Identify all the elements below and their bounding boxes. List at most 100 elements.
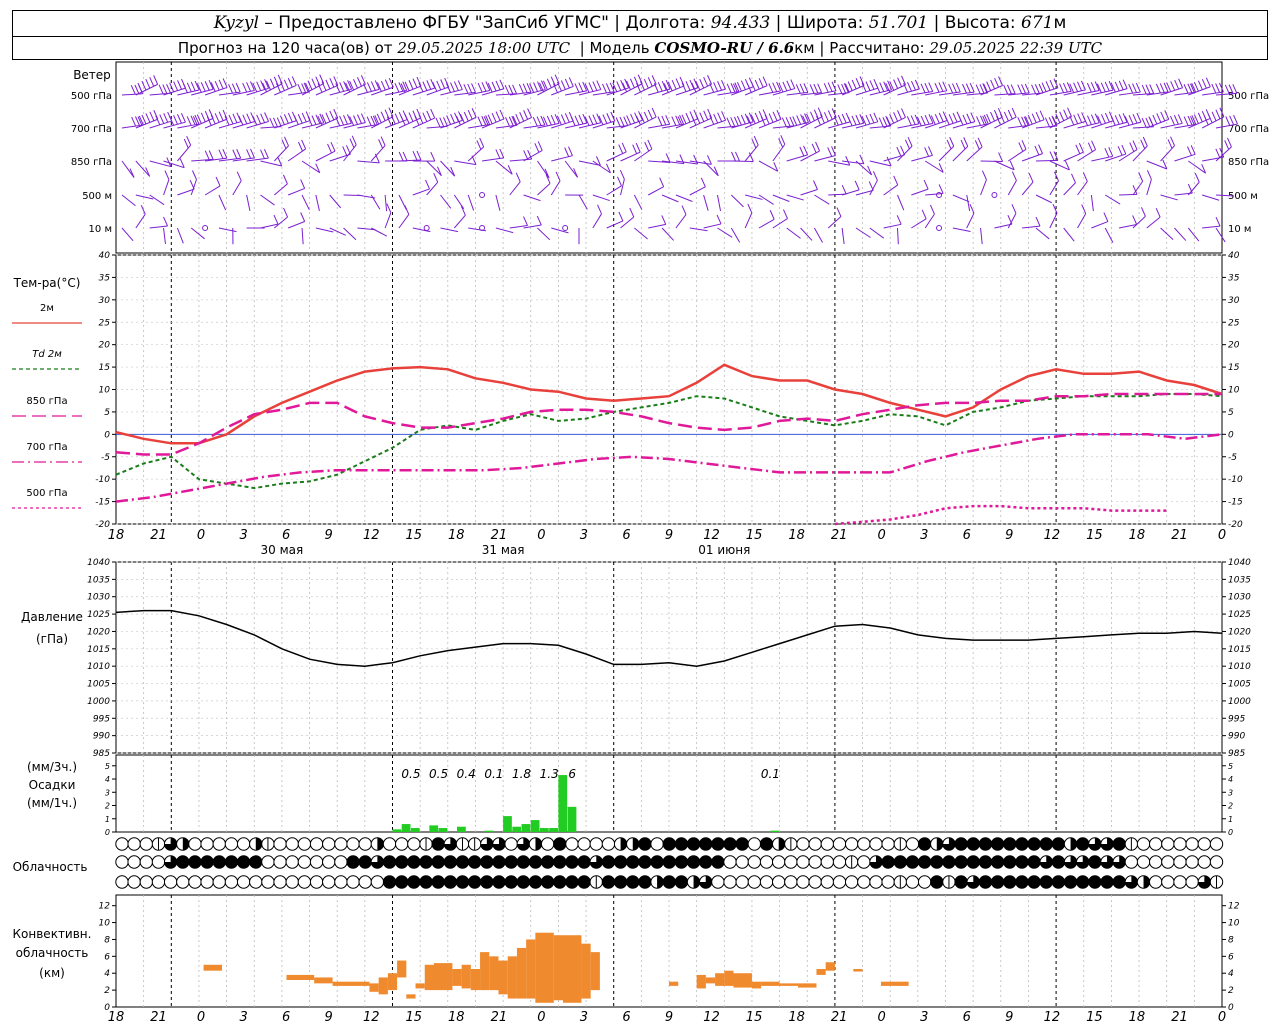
wind-barb-feather bbox=[446, 115, 452, 125]
wind-barb-feather bbox=[527, 149, 533, 160]
cloud-symbol bbox=[200, 855, 214, 869]
pressure-tick-label-left: 995 bbox=[93, 714, 110, 724]
conv-tick-label-right: 6 bbox=[1228, 952, 1234, 962]
wind-barb-feather bbox=[1117, 146, 1123, 156]
wind-barb-feather bbox=[1163, 82, 1169, 93]
wind-barb bbox=[177, 188, 195, 196]
temp-hour-label: 18 bbox=[1129, 528, 1146, 543]
wind-barb bbox=[841, 189, 860, 196]
wind-barb bbox=[966, 146, 983, 162]
wind-barb bbox=[370, 145, 386, 162]
cloud-symbol bbox=[127, 837, 141, 851]
wind-barb bbox=[1077, 181, 1088, 196]
wind-barb-feather bbox=[653, 83, 659, 93]
wind-barb bbox=[468, 124, 490, 129]
wind-barb-feather bbox=[446, 83, 451, 93]
wind-barb-feather bbox=[131, 116, 137, 127]
wind-barb-feather bbox=[896, 215, 902, 225]
wind-barb bbox=[896, 227, 899, 245]
wind-barb bbox=[218, 121, 241, 129]
wind-barb-feather bbox=[1078, 142, 1084, 153]
cloud-symbol bbox=[978, 855, 993, 869]
wind-barb-feather bbox=[811, 143, 817, 154]
wind-barb-feather bbox=[924, 114, 930, 125]
wind-barb bbox=[1146, 216, 1161, 229]
wind-barb bbox=[980, 85, 1003, 96]
wind-barb bbox=[689, 160, 712, 165]
wind-barb-feather bbox=[283, 114, 289, 124]
wind-barb-feather bbox=[564, 147, 570, 157]
precip-title: Осадки bbox=[29, 778, 76, 792]
wind-barb-feather bbox=[1053, 78, 1059, 88]
conv-cloud-bar bbox=[526, 939, 536, 999]
wind-barb bbox=[814, 154, 836, 162]
wind-barb-feather bbox=[343, 81, 349, 91]
wind-barb-feather bbox=[889, 81, 895, 91]
wind-barb-feather bbox=[643, 78, 649, 89]
temp-hour-label: 0 bbox=[537, 528, 545, 543]
wind-barb-feather bbox=[460, 205, 466, 216]
cloud-symbol-fill bbox=[1125, 875, 1138, 889]
wind-barb-feather bbox=[404, 205, 410, 215]
wind-barb-feather bbox=[467, 83, 473, 94]
wind-barb-feather bbox=[707, 108, 713, 119]
wind-barb-feather bbox=[1059, 83, 1065, 93]
cloud-symbol-fill bbox=[1070, 837, 1077, 851]
wind-barb bbox=[1063, 227, 1075, 242]
wind-barb-feather bbox=[1194, 172, 1200, 183]
cloud-symbol bbox=[796, 855, 810, 869]
wind-barb-feather bbox=[483, 116, 489, 126]
wind-barb-feather bbox=[422, 112, 428, 122]
wind-barb bbox=[163, 87, 186, 96]
wind-barb-feather bbox=[969, 203, 975, 214]
wind-barb-feather bbox=[218, 111, 224, 121]
wind-barb-feather bbox=[1129, 142, 1135, 152]
wind-barb-feather bbox=[1132, 113, 1138, 124]
wind-barb-feather bbox=[620, 80, 626, 90]
wind-barb-feather bbox=[166, 157, 172, 167]
wind-barb-feather bbox=[582, 113, 588, 124]
temp-legend-label: 500 гПа bbox=[26, 488, 67, 499]
wind-barb-feather bbox=[1073, 82, 1079, 92]
wind-barb bbox=[385, 90, 407, 96]
wind-barb-feather bbox=[232, 113, 238, 124]
wind-barb-feather bbox=[1069, 83, 1075, 93]
wind-barb-feather bbox=[182, 83, 188, 93]
wind-barb bbox=[786, 121, 809, 129]
wind-barb-feather bbox=[602, 114, 608, 124]
wind-barb-feather bbox=[1028, 172, 1034, 183]
wind-barb bbox=[440, 160, 456, 177]
cloud-symbol bbox=[504, 837, 518, 851]
pressure-tick-label-left: 1020 bbox=[87, 627, 110, 637]
conv-title-3: (км) bbox=[39, 966, 65, 980]
wind-barb-feather bbox=[632, 144, 638, 154]
wind-barb-feather bbox=[404, 114, 410, 124]
wind-barb bbox=[592, 160, 611, 174]
wind-barb-feather bbox=[762, 76, 768, 86]
wind-barb bbox=[495, 93, 517, 96]
wind-barb-feather bbox=[1219, 147, 1225, 158]
wind-barb-feather bbox=[867, 165, 873, 176]
wind-barb-feather bbox=[800, 114, 806, 124]
wind-barb-feather bbox=[186, 116, 192, 126]
wind-barb bbox=[288, 120, 311, 129]
cloud-symbol bbox=[674, 875, 689, 889]
cloud-symbol bbox=[601, 855, 616, 869]
wind-barb-feather bbox=[242, 82, 248, 93]
wind-barb-feather bbox=[847, 116, 853, 127]
temp-tick-label-left: -20 bbox=[95, 520, 110, 530]
wind-barb-feather bbox=[955, 82, 961, 93]
wind-barb-feather bbox=[885, 115, 891, 126]
wind-barb-feather bbox=[556, 81, 562, 92]
wind-barb-feather bbox=[291, 76, 297, 86]
wind-barb-feather bbox=[1067, 107, 1072, 117]
wind-barb-feather bbox=[374, 115, 380, 125]
cloud-symbol bbox=[467, 855, 482, 869]
temp-tick-label-right: 15 bbox=[1228, 363, 1240, 373]
wind-barb-feather bbox=[726, 83, 732, 94]
wind-barb-feather bbox=[504, 85, 510, 95]
wind-barb-feather bbox=[1229, 115, 1235, 126]
wind-barb-feather bbox=[130, 85, 136, 95]
wind-barb-feather bbox=[615, 117, 621, 127]
